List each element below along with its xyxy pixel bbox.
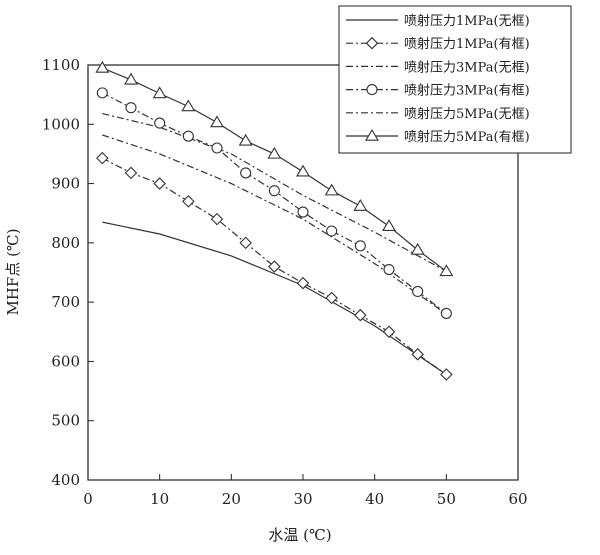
y-tick-label: 1100 <box>42 56 80 74</box>
series-2-point <box>239 236 252 250</box>
series-4-point <box>354 240 366 252</box>
series-2-point <box>296 276 310 290</box>
legend-entry-label: 喷射压力3MPa(有框) <box>404 83 530 99</box>
series-4-point <box>297 206 309 218</box>
y-axis-title: MHF点 (℃) <box>4 228 22 315</box>
x-tick-label: 20 <box>222 490 241 508</box>
series-6-point <box>439 264 454 277</box>
series-6-point <box>181 99 196 112</box>
series-4-point <box>240 167 252 179</box>
legend-swatch-marker <box>365 128 379 141</box>
series-markers <box>95 60 454 381</box>
series-2-point <box>96 151 109 165</box>
y-tick-label: 700 <box>51 293 80 311</box>
series-2-point <box>124 166 138 180</box>
series-4-point <box>125 102 137 114</box>
series-2-point <box>440 368 453 381</box>
legend-entry-label: 喷射压力1MPa(无框) <box>404 13 530 29</box>
series-6-point <box>95 60 110 73</box>
series-6-point <box>238 133 253 146</box>
series-4-point <box>211 142 223 154</box>
x-tick-label: 30 <box>293 490 312 508</box>
series-4-point <box>182 130 194 142</box>
legend-swatch-marker <box>366 84 378 96</box>
legend-entry-label: 喷射压力1MPa(有框) <box>404 36 530 52</box>
series-6-point <box>353 199 368 211</box>
series-4-point <box>412 285 424 298</box>
series-4-point <box>326 225 338 237</box>
series-4-point <box>268 185 280 197</box>
series-2-point <box>325 291 338 305</box>
series-2-point <box>411 348 424 361</box>
series-2-point <box>153 177 166 190</box>
series-2-point <box>354 308 367 322</box>
series-6-point <box>324 183 339 196</box>
series-6-point <box>382 219 396 232</box>
axis-ticks: 0 10 20 30 40 50 60 400 500 600 700 800 900 1000 1100 <box>42 56 528 508</box>
x-tick-label: 60 <box>508 490 527 508</box>
y-tick-label: 1000 <box>42 115 80 133</box>
series-4-point <box>440 307 452 319</box>
series-2-point <box>268 260 281 273</box>
x-tick-label: 0 <box>83 490 93 508</box>
series-6-point <box>267 146 282 159</box>
x-tick-label: 40 <box>365 490 384 508</box>
x-tick-label: 10 <box>150 490 169 508</box>
series-2-point <box>182 195 195 208</box>
y-tick-label: 900 <box>51 175 80 193</box>
series-4-point <box>154 117 166 129</box>
series-line-5 <box>102 113 447 272</box>
x-axis-title: 水温 (℃) <box>268 526 331 544</box>
series-4-point <box>383 263 395 276</box>
y-tick-label: 500 <box>51 412 80 430</box>
series-2-point <box>382 325 396 339</box>
series-6-point <box>410 242 425 255</box>
series-6-point <box>296 164 310 177</box>
x-tick-label: 50 <box>437 490 456 508</box>
series-6-point <box>210 115 224 128</box>
series-4-point <box>96 87 108 99</box>
legend: 喷射压力1MPa(无框) 喷射压力1MPa(有框) 喷射压力3MPa(无框) 喷射压力… <box>338 5 572 154</box>
legend-swatch-marker <box>365 36 379 50</box>
series-6-point <box>152 86 167 99</box>
legend-entry-label: 喷射压力5MPa(有框) <box>404 129 530 145</box>
legend-box <box>338 5 572 154</box>
y-tick-label: 600 <box>51 352 80 370</box>
y-tick-label: 800 <box>51 234 80 252</box>
y-tick-label: 400 <box>51 471 80 489</box>
legend-entry-label: 喷射压力3MPa(无框) <box>404 59 530 75</box>
legend-entry-label: 喷射压力5MPa(无框) <box>404 106 530 122</box>
series-6-point <box>124 72 138 85</box>
series-2-point <box>210 212 224 226</box>
